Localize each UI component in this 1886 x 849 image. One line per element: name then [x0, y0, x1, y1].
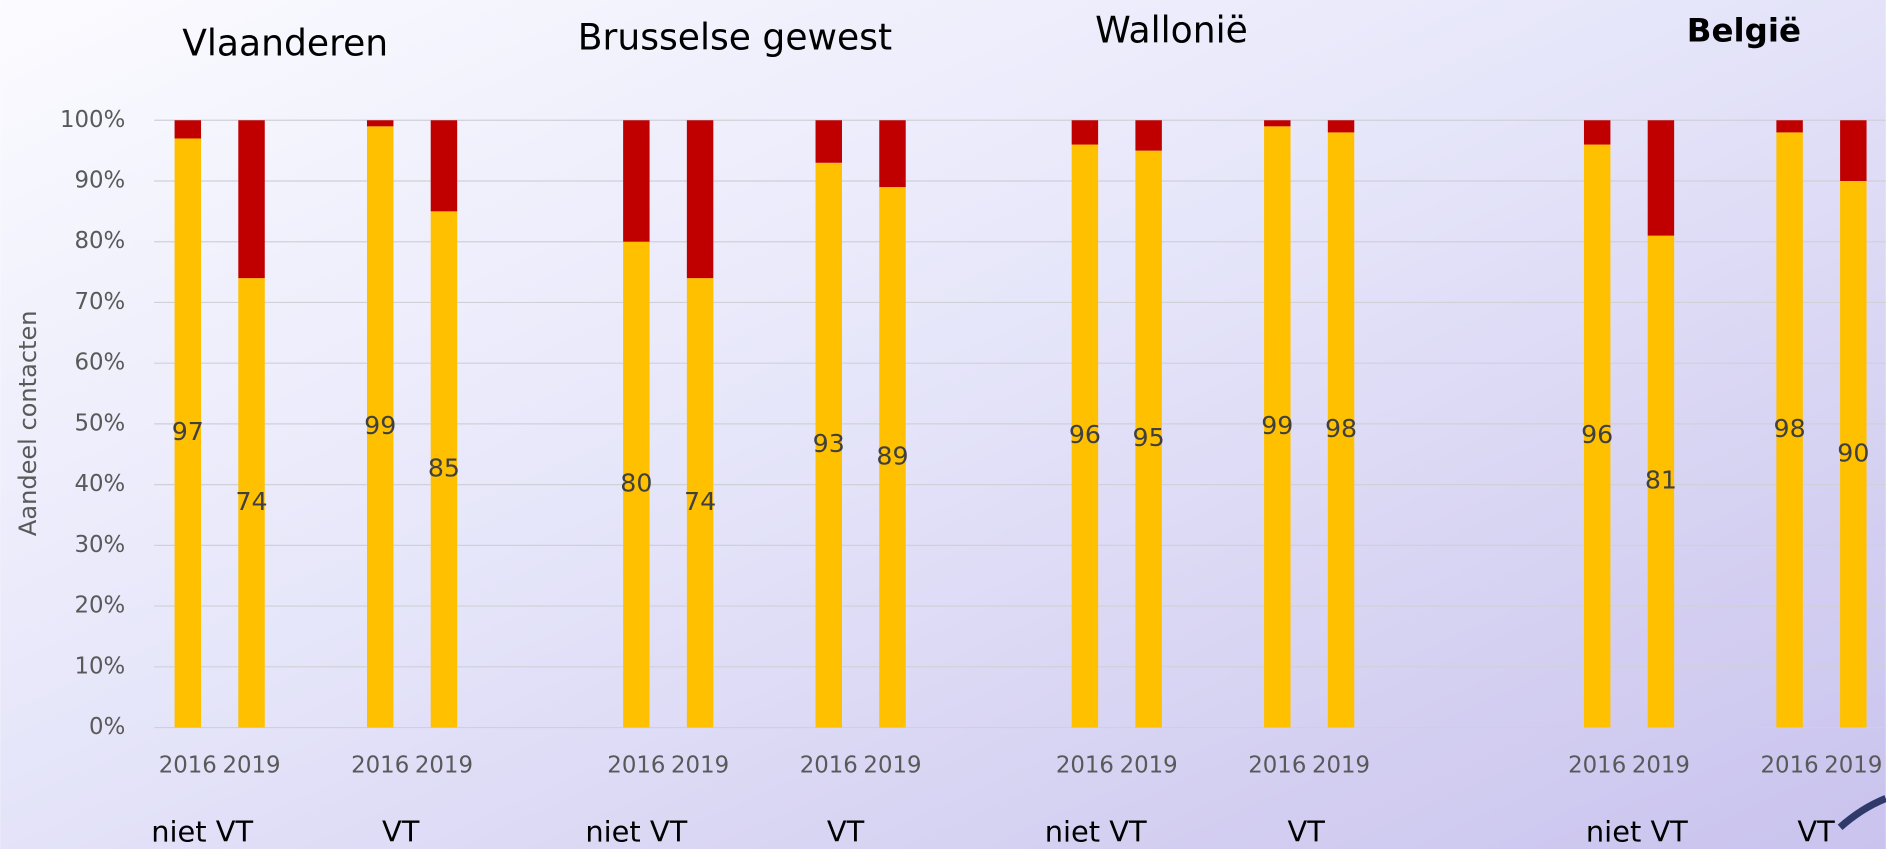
value-label: 80: [620, 469, 652, 498]
value-label: 97: [172, 417, 204, 446]
value-label: 93: [813, 429, 845, 458]
bar-segment: [879, 120, 906, 188]
value-label: 98: [1325, 414, 1357, 443]
value-label: 99: [1261, 411, 1293, 440]
x-tick-label: 2019: [1824, 753, 1882, 779]
value-label: 81: [1645, 466, 1677, 495]
x-tick-label: 2016: [1568, 753, 1626, 779]
group-label: niet VT: [1045, 814, 1147, 848]
value-label: 96: [1581, 420, 1613, 449]
y-tick-label: 0%: [89, 714, 125, 740]
bar-segment: [1776, 132, 1803, 728]
region-title: Vlaanderen: [182, 23, 388, 65]
x-tick-label: 2016: [1248, 753, 1306, 779]
value-label: 95: [1133, 423, 1165, 452]
group-label: niet VT: [585, 814, 687, 848]
bar-segment: [366, 120, 394, 127]
bar-segment: [430, 120, 458, 212]
x-tick-label: 2016: [1056, 753, 1114, 779]
x-tick-label: 2016: [1761, 753, 1819, 779]
region-title: België: [1687, 11, 1801, 49]
bar-segment: [1647, 235, 1675, 728]
bar-segment: [686, 120, 714, 279]
y-tick-label: 90%: [75, 167, 126, 193]
x-tick-label: 2016: [800, 753, 858, 779]
y-tick-label: 10%: [75, 653, 126, 679]
bar-segment: [1840, 180, 1867, 728]
x-tick-label: 2019: [1312, 753, 1370, 779]
value-label: 74: [235, 487, 267, 516]
y-tick-label: 60%: [75, 350, 126, 376]
group-label: niet VT: [1586, 814, 1688, 848]
x-tick-label: 2019: [1120, 753, 1178, 779]
bar-segment: [1071, 120, 1099, 145]
bar-segment: [1776, 120, 1803, 133]
x-tick-label: 2019: [1632, 753, 1690, 779]
group-label: VT: [1797, 814, 1835, 848]
bar-segment: [430, 211, 458, 728]
y-tick-label: 40%: [75, 471, 126, 497]
bar-segment: [238, 120, 265, 279]
bar-segment: [1583, 144, 1611, 728]
y-tick-label: 20%: [75, 593, 126, 619]
bar-segment: [1327, 132, 1355, 728]
bar-segment: [238, 278, 265, 728]
bar-segment: [623, 120, 650, 242]
bar-segment: [623, 241, 650, 728]
x-tick-label: 2016: [159, 753, 217, 779]
region-title: Wallonië: [1095, 9, 1248, 51]
group-label: niet VT: [151, 814, 253, 848]
bar-segment: [1840, 120, 1867, 181]
y-axis-label: Aandeel contacten: [14, 310, 42, 536]
x-tick-label: 2019: [863, 753, 921, 779]
bar-segment: [1135, 120, 1162, 151]
value-label: 90: [1837, 438, 1869, 467]
bar-segment: [1647, 120, 1675, 236]
x-tick-label: 2019: [222, 753, 280, 779]
bar-segment: [1264, 126, 1291, 728]
bar-segment: [1583, 120, 1611, 145]
bar-segment: [174, 120, 202, 139]
value-label: 98: [1774, 414, 1806, 443]
bar-segment: [686, 278, 714, 728]
x-tick-label: 2019: [415, 753, 473, 779]
bar-segment: [1327, 120, 1355, 133]
group-label: VT: [1287, 814, 1325, 848]
bar-segment: [815, 120, 842, 163]
value-label: 85: [428, 453, 460, 482]
y-tick-label: 50%: [75, 410, 126, 436]
y-tick-label: 70%: [75, 289, 126, 315]
bar-segment: [879, 187, 906, 728]
bar-segment: [1135, 150, 1162, 728]
bar-segment: [1071, 144, 1099, 728]
x-tick-label: 2019: [671, 753, 729, 779]
bar-segment: [366, 126, 394, 728]
value-label: 89: [876, 441, 908, 470]
group-label: VT: [382, 814, 420, 848]
value-label: 96: [1069, 420, 1101, 449]
group-label: VT: [827, 814, 865, 848]
bar-segment: [174, 138, 202, 728]
bar-segment: [815, 162, 842, 728]
region-title: Brusselse gewest: [578, 17, 892, 59]
y-tick-label: 80%: [75, 228, 126, 254]
decoration: [1837, 795, 1886, 831]
value-label: 74: [684, 487, 716, 516]
y-tick-label: 100%: [60, 107, 125, 133]
value-label: 99: [364, 411, 396, 440]
x-tick-label: 2016: [607, 753, 665, 779]
y-tick-label: 30%: [75, 532, 126, 558]
bar-segment: [1264, 120, 1291, 127]
x-tick-label: 2016: [351, 753, 409, 779]
